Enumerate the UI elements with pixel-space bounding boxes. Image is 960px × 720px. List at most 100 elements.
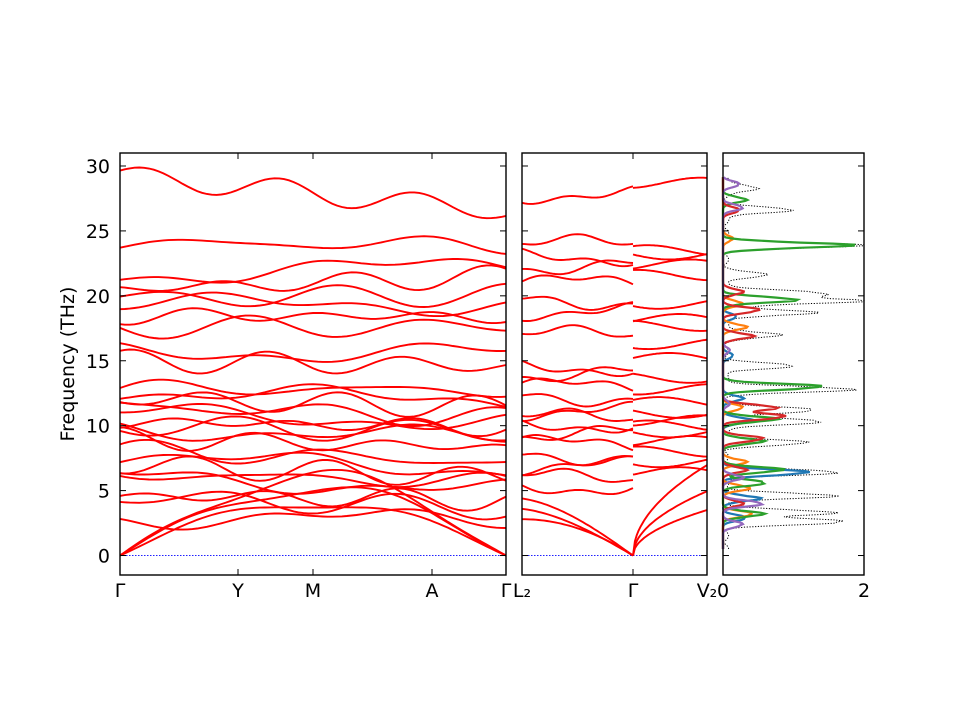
band-line bbox=[119, 468, 507, 557]
dos-projected-line bbox=[721, 177, 856, 549]
band-line bbox=[119, 490, 507, 521]
band-line bbox=[521, 393, 634, 408]
y-tick-label: 25 bbox=[86, 221, 110, 243]
path-label: Y bbox=[231, 580, 244, 602]
band-line bbox=[119, 307, 507, 326]
band-line bbox=[119, 166, 507, 220]
band-line bbox=[119, 342, 507, 363]
band-line bbox=[521, 407, 634, 422]
y-axis-ticks bbox=[522, 165, 707, 557]
band-line bbox=[521, 484, 634, 496]
band-line bbox=[521, 247, 634, 268]
y-tick-label: 5 bbox=[98, 481, 110, 503]
band-line bbox=[119, 378, 507, 398]
band-line bbox=[521, 467, 634, 483]
band-line bbox=[119, 487, 507, 512]
y-axis-ticks: 0 5 10 15 20 25 30 bbox=[86, 156, 506, 568]
band-line bbox=[632, 300, 708, 310]
y-tick-label: 0 bbox=[98, 546, 110, 568]
dos-series bbox=[721, 176, 865, 550]
band-line bbox=[522, 259, 634, 276]
band-line bbox=[120, 403, 507, 431]
band-line bbox=[632, 409, 708, 419]
band-line bbox=[522, 518, 634, 557]
band-line bbox=[632, 509, 708, 556]
y-tick-label: 15 bbox=[86, 351, 110, 373]
band-line bbox=[521, 400, 634, 423]
band-line bbox=[632, 464, 708, 556]
band-line bbox=[632, 396, 708, 406]
band-line bbox=[521, 233, 634, 246]
y-axis-label: Frequency (THz) bbox=[57, 287, 79, 442]
dos-panel-frame bbox=[722, 152, 865, 576]
band-line bbox=[632, 372, 708, 384]
band-panel-secondary: L₂ Γ V₂ bbox=[513, 152, 717, 602]
band-line bbox=[521, 425, 634, 441]
path-label: Γ bbox=[501, 580, 512, 602]
path-label: V₂ bbox=[697, 580, 718, 602]
dos-total-line bbox=[722, 176, 865, 550]
band-line bbox=[119, 471, 507, 495]
band-line bbox=[521, 452, 634, 467]
path-label: Γ bbox=[628, 580, 639, 602]
band-line bbox=[521, 185, 634, 205]
band-line bbox=[119, 438, 507, 465]
band-line bbox=[521, 295, 634, 311]
y-tick-label: 10 bbox=[86, 416, 110, 438]
band-line bbox=[632, 490, 708, 556]
band-line bbox=[521, 274, 634, 286]
band-line bbox=[521, 377, 634, 392]
band-panel-main-frame bbox=[119, 152, 507, 576]
path-ticks-secondary: L₂ Γ V₂ bbox=[513, 153, 717, 602]
band-line bbox=[632, 244, 708, 256]
band-line bbox=[632, 414, 707, 427]
band-panel-main: 0 5 10 15 20 25 30 Γ Y M A Γ bbox=[86, 152, 512, 602]
band-line bbox=[119, 471, 507, 489]
band-line bbox=[521, 419, 634, 434]
band-line bbox=[119, 426, 507, 452]
band-panel-secondary-frame bbox=[521, 152, 708, 576]
dos-projected-line bbox=[721, 177, 754, 549]
band-line bbox=[632, 383, 708, 396]
band-line bbox=[522, 366, 634, 383]
band-line bbox=[632, 419, 708, 431]
band-lines bbox=[119, 166, 507, 557]
band-line bbox=[119, 348, 507, 375]
band-line bbox=[632, 319, 708, 332]
band-line bbox=[521, 301, 634, 322]
band-line bbox=[119, 383, 507, 408]
band-line bbox=[119, 282, 507, 308]
band-line bbox=[521, 324, 634, 338]
band-line bbox=[521, 360, 634, 378]
band-line bbox=[632, 352, 708, 360]
band-line bbox=[119, 451, 507, 477]
path-label: L₂ bbox=[513, 580, 531, 602]
band-line bbox=[119, 314, 507, 340]
band-line bbox=[632, 258, 708, 270]
band-line bbox=[521, 497, 634, 557]
band-line bbox=[119, 258, 507, 284]
band-line bbox=[119, 235, 507, 255]
x-tick-label: 0 bbox=[717, 580, 729, 602]
band-line bbox=[632, 466, 708, 476]
path-label: A bbox=[426, 580, 439, 602]
band-line bbox=[521, 434, 634, 452]
band-line bbox=[632, 253, 708, 261]
band-line bbox=[119, 508, 507, 531]
band-line bbox=[119, 401, 507, 428]
band-lines bbox=[521, 176, 708, 557]
y-axis-ticks bbox=[723, 165, 864, 557]
band-line bbox=[632, 445, 708, 458]
band-line bbox=[119, 264, 507, 292]
path-label: M bbox=[305, 580, 321, 602]
band-line bbox=[632, 338, 708, 351]
band-line bbox=[632, 431, 708, 439]
band-line bbox=[521, 507, 634, 557]
band-line bbox=[119, 291, 507, 318]
band-line bbox=[632, 313, 708, 323]
band-line bbox=[632, 458, 708, 469]
